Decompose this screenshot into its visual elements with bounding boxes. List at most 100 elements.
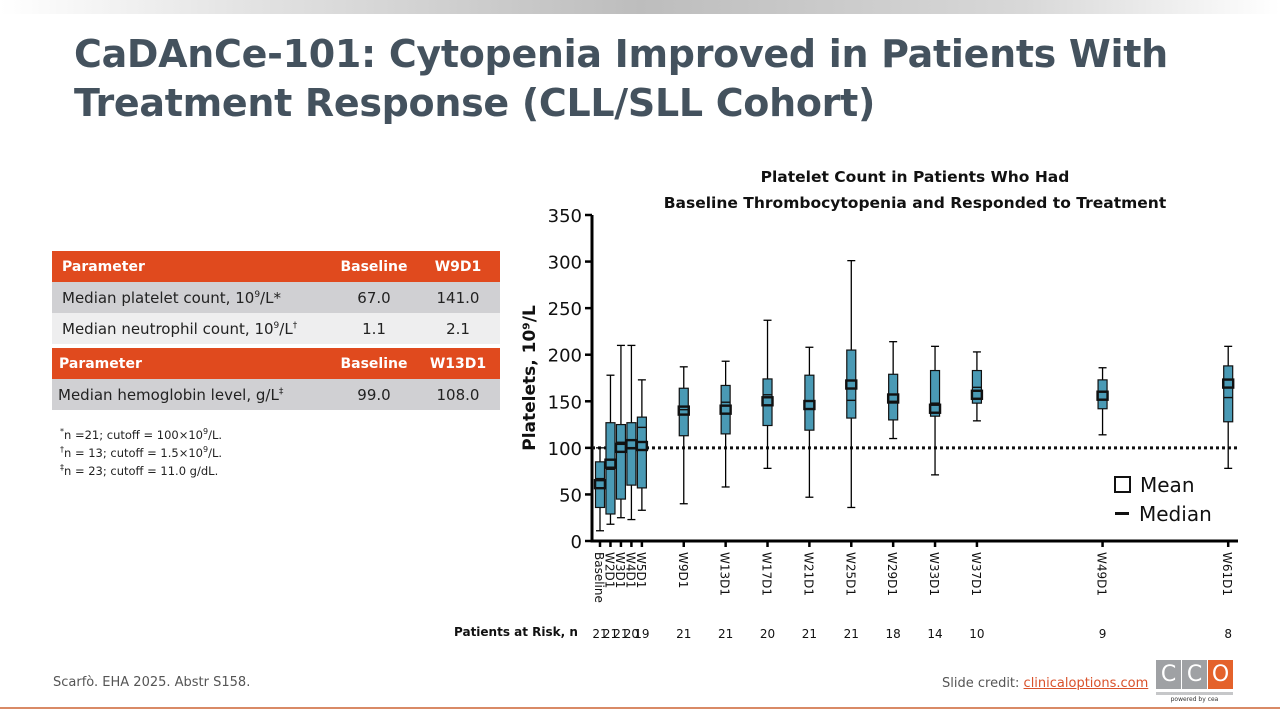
header-parameter: Parameter [52,348,332,379]
credit-label: Slide credit: [942,676,1024,691]
followup-value: 108.0 [416,379,500,410]
iqr-box [1097,379,1108,410]
followup-value: 141.0 [416,282,500,313]
patients-at-risk-value: 19 [634,627,649,641]
y-tick-label: 50 [559,485,582,506]
table-header-row: Parameter Baseline W13D1 [52,348,500,379]
iqr-box [615,423,627,500]
patients-at-risk-value: 21 [718,627,733,641]
chart-title: Platelet Count in Patients Who Had Basel… [640,164,1190,216]
table-row: Median neutrophil count, 109/L† 1.1 2.1 [52,313,500,344]
logo-tagline: powered by cea [1170,696,1219,703]
patients-at-risk-value: 21 [613,627,628,641]
table-header-row: Parameter Baseline W9D1 [52,251,500,282]
patients-at-risk-value: 21 [802,627,817,641]
row-label-text: Median platelet count, 10 [62,288,255,307]
mean-marker [677,405,690,416]
iqr-box [929,369,941,417]
iqr-box [804,374,815,431]
logo-letter: C [1182,660,1207,689]
footnote-text: /L. [208,446,223,460]
footnote-text: n =21; cutoff = 100×10 [64,428,203,442]
header-baseline: Baseline [332,251,416,282]
patients-at-risk-value: 20 [624,627,639,641]
table-spacer [52,344,500,348]
y-tick-label: 0 [571,532,582,553]
y-tick-label: 150 [548,392,582,413]
legend-item-mean: Mean [1114,470,1212,499]
x-tick-label: W33D1 [927,552,941,596]
mean-marker [928,403,942,414]
median-dash-icon [1115,512,1129,515]
header-followup: W13D1 [416,348,500,379]
x-tick-label: W4D1 [623,552,637,588]
iqr-box [720,384,731,435]
footnote: *n =21; cutoff = 100×109/L. [60,426,222,444]
row-label-text: Median neutrophil count, 10 [62,319,274,338]
followup-value: 2.1 [416,313,500,344]
source-citation: Scarfò. EHA 2025. Abstr S158. [53,675,251,690]
credit-link[interactable]: clinicaloptions.com [1023,676,1149,691]
row-label: Median hemoglobin level, g/L‡ [52,379,332,410]
footnote-mark: * [60,427,64,437]
logo-letter: O [1208,660,1233,689]
patients-at-risk-value: 21 [603,627,618,641]
legend-label: Median [1139,501,1212,526]
mean-marker [1096,390,1109,401]
cco-logo: C C O powered by cea [1156,660,1234,703]
mean-marker [970,389,984,400]
row-label-text: /L* [260,288,281,307]
superscript: 9 [202,445,209,455]
patients-at-risk-value: 21 [844,627,859,641]
x-tick-label: Baseline [592,552,606,603]
legend-label: Mean [1140,472,1195,497]
iqr-box [594,461,606,509]
x-tick-label: W5D1 [634,552,648,588]
y-tick-label: 250 [548,299,582,320]
footnote-text: n = 13; cutoff = 1.5×10 [64,446,203,460]
patients-at-risk-value: 20 [760,627,775,641]
chart-title-line-2: Baseline Thrombocytopenia and Responded … [663,194,1167,212]
mean-marker [761,396,774,407]
footnote-mark: † [60,445,64,455]
mean-marker [593,478,607,490]
y-tick-label: 200 [548,346,582,367]
x-tick-label: W3D1 [613,552,627,588]
iqr-box [636,416,647,489]
patients-at-risk-value: 21 [676,627,691,641]
y-tick-label: 350 [548,206,582,227]
header-baseline: Baseline [332,348,416,379]
footnote-text: /L. [208,428,223,442]
logo-underline [1156,692,1233,695]
logo-letter: C [1156,660,1181,689]
x-tick-label: W17D1 [760,552,774,596]
x-tick-label: W2D1 [602,552,616,588]
iqr-box [846,349,857,419]
y-tick-label: 100 [548,439,582,460]
chart-title-line-1: Platelet Count in Patients Who Had [760,168,1070,186]
x-tick-label: W61D1 [1220,552,1234,596]
mean-marker [635,440,649,452]
mean-marker [803,399,816,411]
patients-at-risk-value: 9 [1099,627,1107,641]
spacer-cell [52,344,500,348]
footnote-mark: † [292,320,298,331]
x-tick-label: W21D1 [801,552,815,596]
header-followup: W9D1 [416,251,500,282]
slide-title-line-2: Treatment Response (CLL/SLL Cohort) [74,81,876,125]
row-label: Median neutrophil count, 109/L† [52,313,332,344]
row-label: Median platelet count, 109/L* [52,282,332,313]
footnote: ‡n = 23; cutoff = 11.0 g/dL. [60,462,222,480]
baseline-value: 67.0 [332,282,416,313]
mean-marker [719,404,732,415]
patients-at-risk-value: 10 [969,627,984,641]
superscript: 9 [273,320,280,331]
mean-marker [1221,378,1235,389]
bottom-rule [0,707,1280,709]
patients-at-risk-value: 8 [1224,627,1232,641]
patients-at-risk-label: Patients at Risk, n [454,625,578,639]
mean-marker [604,458,617,469]
footnote-mark: ‡ [278,386,284,397]
x-tick-label: W9D1 [676,552,690,588]
